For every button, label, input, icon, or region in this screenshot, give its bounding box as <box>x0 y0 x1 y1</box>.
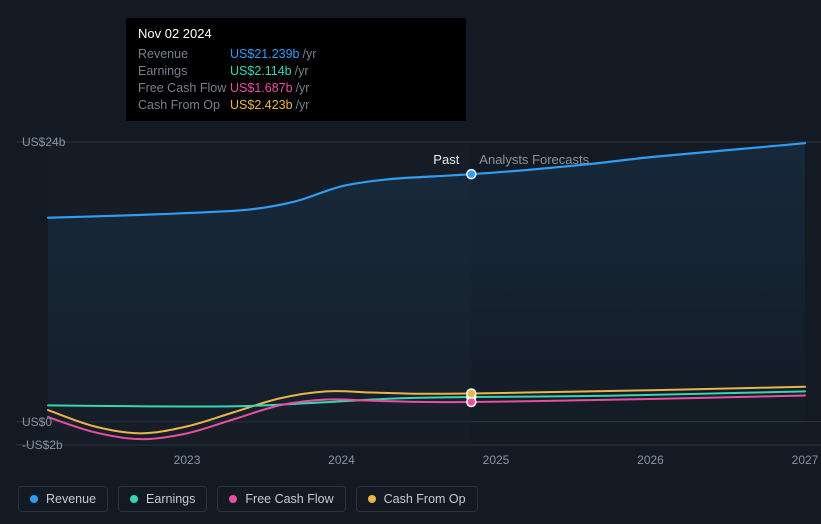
x-axis-label: 2023 <box>174 453 201 467</box>
earnings-revenue-chart[interactable]: Past Analysts Forecasts US$24b US$0 -US$2b… <box>0 120 821 460</box>
legend-dot <box>130 495 138 503</box>
legend-item-revenue[interactable]: Revenue <box>18 486 108 512</box>
tooltip-row-value: US$2.114b <box>230 64 292 78</box>
tooltip-date: Nov 02 2024 <box>138 26 454 41</box>
tooltip-row: Cash From OpUS$2.423b/yr <box>138 96 454 113</box>
tooltip-row-value: US$2.423b <box>230 98 293 112</box>
legend-dot <box>30 495 38 503</box>
tooltip-row-unit: /yr <box>296 81 310 95</box>
tooltip-row-label: Revenue <box>138 47 230 61</box>
legend-label: Cash From Op <box>384 492 466 506</box>
section-label-past: Past <box>433 152 459 167</box>
legend-item-cfo[interactable]: Cash From Op <box>356 486 478 512</box>
tooltip-row-unit: /yr <box>303 47 317 61</box>
y-axis-label: -US$2b <box>22 438 63 452</box>
chart-legend: Revenue Earnings Free Cash Flow Cash From O… <box>18 486 478 512</box>
y-axis-label: US$24b <box>22 135 65 149</box>
legend-dot <box>368 495 376 503</box>
y-axis-label: US$0 <box>22 415 52 429</box>
tooltip-row-value: US$21.239b <box>230 47 300 61</box>
tooltip-row-unit: /yr <box>295 64 309 78</box>
legend-label: Free Cash Flow <box>245 492 333 506</box>
x-axis-label: 2024 <box>328 453 355 467</box>
legend-dot <box>229 495 237 503</box>
legend-label: Earnings <box>146 492 195 506</box>
legend-label: Revenue <box>46 492 96 506</box>
tooltip-row-label: Earnings <box>138 64 230 78</box>
tooltip-row-value: US$1.687b <box>230 81 293 95</box>
tooltip-row: RevenueUS$21.239b/yr <box>138 45 454 62</box>
x-axis-label: 2027 <box>792 453 819 467</box>
tooltip-row-unit: /yr <box>296 98 310 112</box>
tooltip-row: Free Cash FlowUS$1.687b/yr <box>138 79 454 96</box>
tooltip-row: EarningsUS$2.114b/yr <box>138 62 454 79</box>
x-axis-label: 2026 <box>637 453 664 467</box>
legend-item-fcf[interactable]: Free Cash Flow <box>217 486 345 512</box>
legend-item-earnings[interactable]: Earnings <box>118 486 207 512</box>
chart-tooltip: Nov 02 2024 RevenueUS$21.239b/yrEarnings… <box>126 18 466 121</box>
section-label-forecast: Analysts Forecasts <box>479 152 589 167</box>
tooltip-row-label: Cash From Op <box>138 98 230 112</box>
tooltip-row-label: Free Cash Flow <box>138 81 230 95</box>
x-axis-label: 2025 <box>483 453 510 467</box>
